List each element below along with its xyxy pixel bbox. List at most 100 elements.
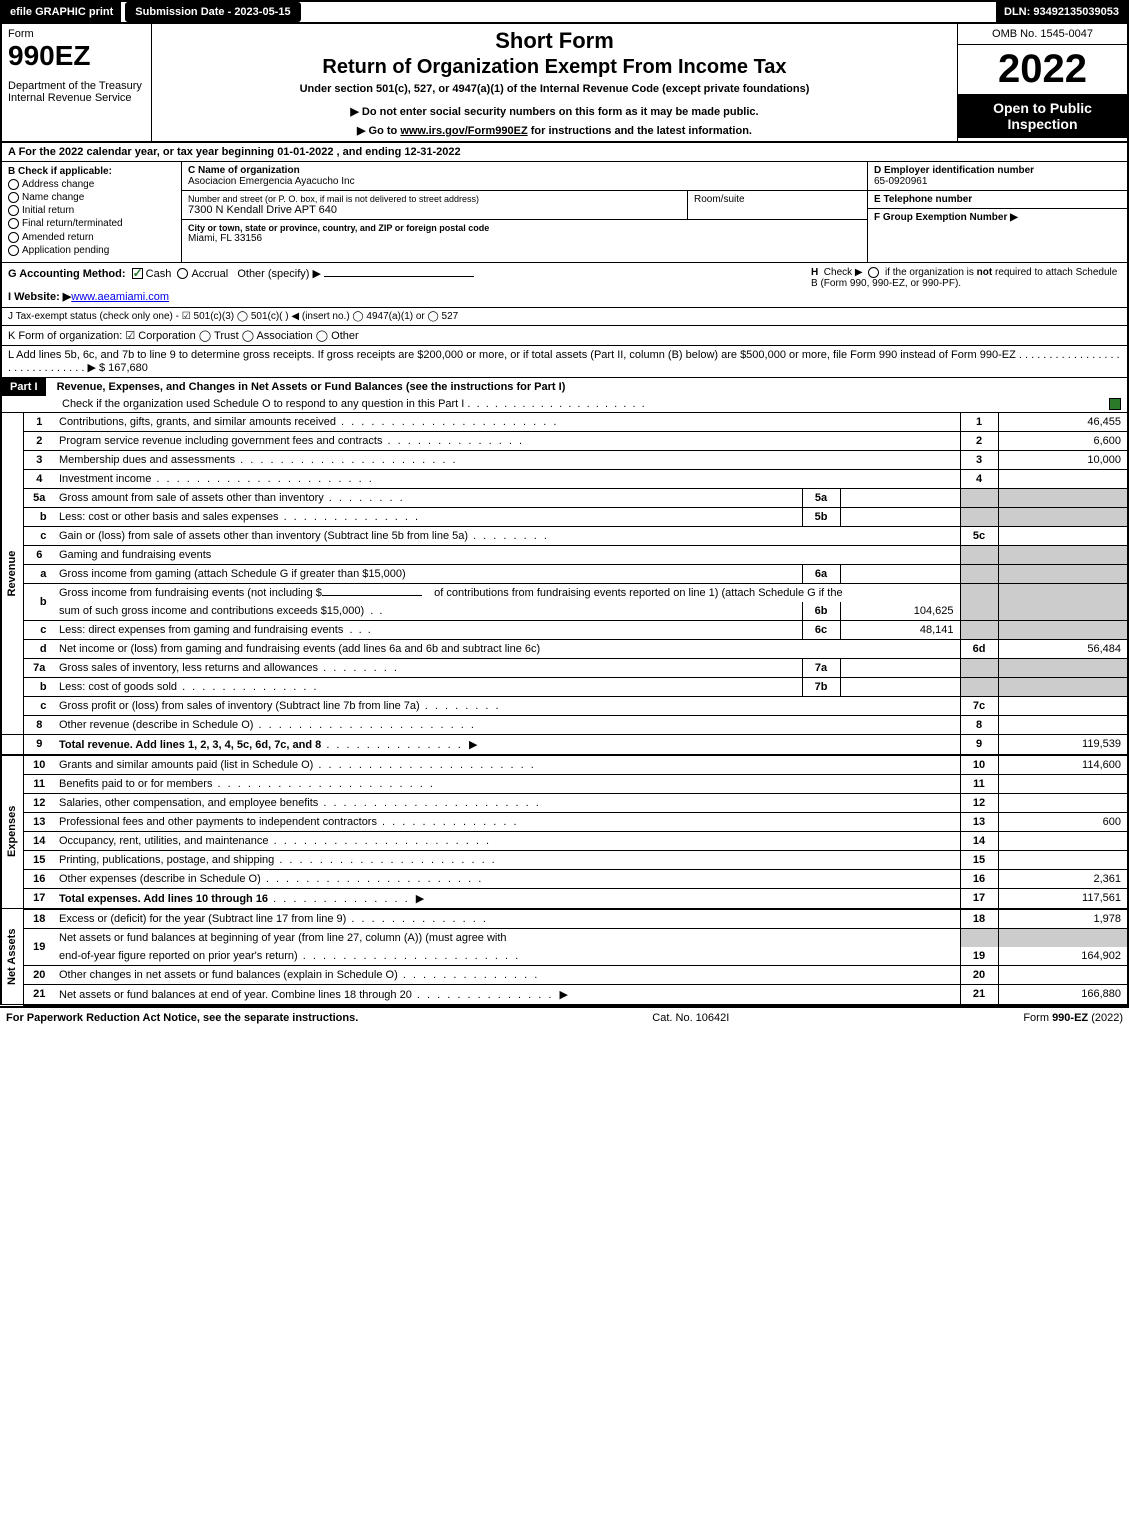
line-4: 4 Investment income 4 [1,469,1128,488]
form-label: Form [8,28,145,40]
ein-value: 65-0920961 [874,176,1121,187]
footer-catno: Cat. No. 10642I [358,1012,1023,1024]
row-h-schedule-b: H Check ▶ if the organization is not req… [801,267,1121,303]
form-header: Form 990EZ Department of the Treasury In… [0,24,1129,143]
part1-title: Revenue, Expenses, and Changes in Net As… [49,381,566,393]
line-8: 8 Other revenue (describe in Schedule O)… [1,715,1128,734]
form-subtitle: Under section 501(c), 527, or 4947(a)(1)… [160,83,949,95]
line-4-value [998,469,1128,488]
chk-name-change[interactable]: Name change [8,192,175,203]
department-label: Department of the Treasury Internal Reve… [8,80,145,104]
line-6a-value [840,564,960,583]
line-6c: c Less: direct expenses from gaming and … [1,620,1128,639]
chk-schedule-b[interactable] [868,267,879,278]
part1-label: Part I [2,378,46,396]
line-21: 21 Net assets or fund balances at end of… [1,984,1128,1005]
line-6: 6 Gaming and fundraising events [1,545,1128,564]
line-6b-value: 104,625 [840,602,960,621]
line-7c: c Gross profit or (loss) from sales of i… [1,696,1128,715]
submission-date: Submission Date - 2023-05-15 [125,2,300,22]
netassets-section-label: Net Assets [1,909,23,1005]
efile-label[interactable]: efile GRAPHIC print [2,2,121,22]
revenue-section-label: Revenue [1,413,23,735]
irs-link[interactable]: www.irs.gov/Form990EZ [400,125,527,137]
line-1-value: 46,455 [998,413,1128,432]
dln-label: DLN: 93492135039053 [996,2,1127,22]
line-19-value: 164,902 [998,947,1128,966]
line-10-value: 114,600 [998,755,1128,775]
line-7b: b Less: cost of goods sold 7b [1,677,1128,696]
section-b-label: B Check if applicable: [8,166,175,177]
chk-application-pending[interactable]: Application pending [8,245,175,256]
form-title-short: Short Form [160,28,949,54]
line-19b: end-of-year figure reported on prior yea… [1,947,1128,966]
open-to-public: Open to Public Inspection [958,94,1127,138]
footer-paperwork: For Paperwork Reduction Act Notice, see … [6,1012,358,1024]
form-title-main: Return of Organization Exempt From Incom… [160,56,949,79]
expenses-section-label: Expenses [1,755,23,909]
part1-header-row: Part I Revenue, Expenses, and Changes in… [0,378,1129,413]
other-specify-input[interactable] [324,276,474,277]
chk-amended-return[interactable]: Amended return [8,232,175,243]
org-name-row: C Name of organization Asociacion Emerge… [182,162,867,191]
ein-row: D Employer identification number 65-0920… [868,162,1127,191]
line-15: 15 Printing, publications, postage, and … [1,850,1128,869]
chk-address-change[interactable]: Address change [8,179,175,190]
line-17-value: 117,561 [998,888,1128,909]
top-bar: efile GRAPHIC print Submission Date - 20… [0,0,1129,24]
line-16: 16 Other expenses (describe in Schedule … [1,869,1128,888]
chk-cash[interactable] [132,268,143,279]
line-7a-value [840,658,960,677]
line-6b-1: b Gross income from fundraising events (… [1,583,1128,602]
line-14-value [998,831,1128,850]
row-a-calendar-year: A For the 2022 calendar year, or tax yea… [0,143,1129,162]
part1-checkbox[interactable] [1109,398,1121,410]
header-left: Form 990EZ Department of the Treasury In… [2,24,152,141]
footer-formref: Form 990-EZ (2022) [1023,1012,1123,1024]
chk-initial-return[interactable]: Initial return [8,205,175,216]
org-street: 7300 N Kendall Drive APT 640 [188,204,681,216]
line-5a-value [840,488,960,507]
line-12: 12 Salaries, other compensation, and emp… [1,793,1128,812]
line-5b: b Less: cost or other basis and sales ex… [1,507,1128,526]
line-13-value: 600 [998,812,1128,831]
chk-accrual[interactable] [177,268,188,279]
line-7b-value [840,677,960,696]
line-11-value [998,774,1128,793]
line-11: 11 Benefits paid to or for members 11 [1,774,1128,793]
line-5a: 5a Gross amount from sale of assets othe… [1,488,1128,507]
line-5c: c Gain or (loss) from sale of assets oth… [1,526,1128,545]
line-6d-value: 56,484 [998,639,1128,658]
line-13: 13 Professional fees and other payments … [1,812,1128,831]
line-5c-value [998,526,1128,545]
section-c-name-address: C Name of organization Asociacion Emerge… [182,162,867,262]
line-2-value: 6,600 [998,431,1128,450]
line-6a: a Gross income from gaming (attach Sched… [1,564,1128,583]
tax-year: 2022 [958,45,1127,94]
form-number: 990EZ [8,40,145,72]
line-20-value [998,965,1128,984]
line-7a: 7a Gross sales of inventory, less return… [1,658,1128,677]
line-10: Expenses 10 Grants and similar amounts p… [1,755,1128,775]
website-link[interactable]: www.aeamiami.com [71,291,169,303]
line-1: Revenue 1 Contributions, gifts, grants, … [1,413,1128,432]
line-6d: d Net income or (loss) from gaming and f… [1,639,1128,658]
line-12-value [998,793,1128,812]
row-k-form-org: K Form of organization: ☑ Corporation ◯ … [0,326,1129,346]
line-14: 14 Occupancy, rent, utilities, and maint… [1,831,1128,850]
chk-final-return[interactable]: Final return/terminated [8,218,175,229]
header-right: OMB No. 1545-0047 2022 Open to Public In… [957,24,1127,141]
room-suite: Room/suite [687,191,867,219]
row-gh: G Accounting Method: Cash Accrual Other … [0,263,1129,308]
header-center: Short Form Return of Organization Exempt… [152,24,957,141]
row-g-accounting: G Accounting Method: Cash Accrual Other … [8,267,801,303]
omb-number: OMB No. 1545-0047 [958,24,1127,45]
group-exemption-row: F Group Exemption Number ▶ [868,209,1127,262]
line-8-value [998,715,1128,734]
line-9: 9 Total revenue. Add lines 1, 2, 3, 4, 5… [1,734,1128,755]
line-2: 2 Program service revenue including gove… [1,431,1128,450]
line-21-value: 166,880 [998,984,1128,1005]
form-note-link: ▶ Go to www.irs.gov/Form990EZ for instru… [160,124,949,137]
org-street-row: Number and street (or P. O. box, if mail… [182,191,687,219]
part1-table: Revenue 1 Contributions, gifts, grants, … [0,413,1129,1006]
